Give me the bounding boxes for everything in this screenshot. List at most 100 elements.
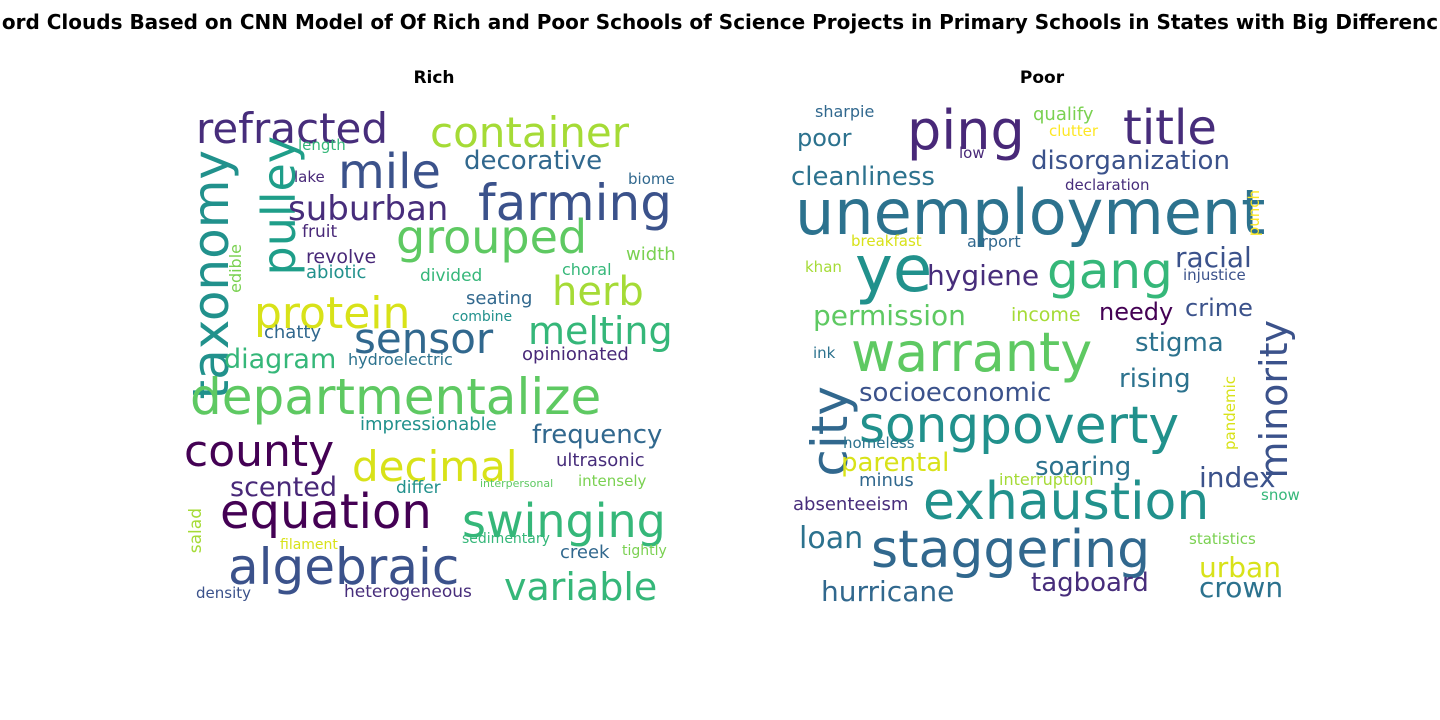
cloud-word: density [196, 584, 251, 602]
cloud-word: interpersonal [480, 477, 554, 490]
cloud-word: statistics [1189, 530, 1256, 548]
cloud-word: minus [859, 470, 914, 491]
cloud-word: hurricane [821, 575, 955, 608]
cloud-word: rising [1119, 364, 1191, 394]
cloud-word: grouped [396, 210, 588, 264]
figure-title: ord Clouds Based on CNN Model of Of Rich… [1, 10, 1439, 34]
cloud-word: abiotic [306, 262, 367, 283]
cloud-word: hygiene [927, 259, 1040, 292]
cloud-word: clutter [1049, 122, 1099, 140]
cloud-word: income [1011, 304, 1081, 326]
cloud-word: sedimentary [462, 531, 550, 547]
cloud-word: minority [1252, 320, 1296, 479]
cloud-word: soaring [1035, 452, 1132, 482]
cloud-word: crown [1199, 571, 1284, 604]
cloud-word: heterogeneous [344, 582, 472, 602]
cloud-word: ping [907, 99, 1025, 162]
cloud-word: differ [396, 478, 441, 498]
cloud-word: departmentalize [190, 368, 602, 426]
cloud-word: decimal [352, 442, 518, 491]
cloud-word: title [1123, 100, 1217, 156]
cloud-word: suburban [288, 189, 449, 229]
cloud-word: exhaustion [923, 472, 1210, 532]
cloud-word: qualify [1033, 104, 1094, 125]
cloud-word: herb [552, 269, 644, 315]
cloud-word: hydroelectric [348, 350, 453, 369]
cloud-word: punch [1245, 190, 1263, 237]
cloud-word: salad [186, 508, 206, 554]
cloud-word: chatty [264, 322, 322, 343]
cloud-word: racial [1175, 241, 1252, 274]
cloud-word: homeless [843, 434, 915, 452]
cloud-word: biome [628, 170, 675, 188]
cloud-word: county [184, 426, 335, 477]
cloud-word: ink [813, 344, 836, 362]
cloud-word: impressionable [360, 414, 497, 435]
cloud-word: unemployment [795, 176, 1266, 249]
cloud-word: lake [294, 168, 325, 186]
cloud-word: sharpie [815, 102, 875, 121]
cloud-word: algebraic [228, 538, 460, 596]
cloud-word: parental [841, 448, 950, 478]
cloud-word: breakfast [851, 232, 922, 250]
cloud-word: song [859, 396, 980, 454]
cloud-word: poverty [979, 396, 1180, 456]
cloud-word: intensely [578, 472, 647, 490]
cloud-word: combine [452, 309, 513, 325]
cloud-word: scented [230, 472, 337, 503]
cloud-word: variable [504, 565, 658, 609]
cloud-word: poor [797, 124, 852, 152]
cloud-word: ultrasonic [556, 450, 645, 471]
cloud-word: socioeconomic [859, 378, 1052, 408]
cloud-word: farming [478, 174, 672, 232]
cloud-word: khan [805, 258, 842, 276]
cloud-word: creek [560, 542, 610, 563]
cloud-word: diagram [224, 344, 337, 375]
rich-word-cloud: refracted container mile decorative farming t… [180, 100, 700, 620]
poor-panel-title: Poor [1019, 68, 1065, 88]
cloud-word: airport [967, 232, 1021, 251]
cloud-word: revolve [306, 246, 377, 268]
cloud-word: interruption [999, 470, 1094, 489]
cloud-word: container [430, 108, 630, 157]
cloud-word: opinionated [522, 344, 629, 365]
cloud-word: disorganization [1031, 146, 1230, 176]
cloud-word: width [626, 244, 676, 265]
cloud-word: frequency [532, 420, 663, 450]
cloud-word: melting [528, 309, 673, 353]
cloud-word: staggering [871, 520, 1151, 580]
cloud-word: snow [1261, 486, 1300, 504]
cloud-word: swinging [462, 494, 666, 548]
cloud-word: tagboard [1031, 568, 1149, 598]
cloud-word: injustice [1183, 266, 1246, 284]
cloud-word: loan [799, 521, 864, 556]
cloud-word: warranty [851, 321, 1093, 384]
cloud-word: declaration [1065, 176, 1150, 194]
cloud-word: low [959, 144, 985, 162]
cloud-word: mile [338, 144, 441, 200]
cloud-word: crime [1185, 294, 1253, 322]
cloud-word: permission [813, 299, 966, 332]
cloud-word: seating [466, 288, 533, 309]
cloud-word: length [298, 136, 346, 154]
cloud-word: refracted [196, 104, 389, 153]
cloud-word: gang [1047, 242, 1173, 300]
cloud-word: tightly [622, 543, 667, 559]
poor-word-cloud: sharpie ping qualify clutter title poor low dis… [785, 100, 1305, 620]
cloud-word: filament [280, 537, 338, 553]
cloud-word: cleanliness [791, 162, 935, 192]
cloud-word: divided [420, 266, 483, 286]
cloud-word: needy [1099, 298, 1174, 326]
cloud-word: ye [855, 233, 933, 307]
cloud-word: equation [220, 484, 432, 540]
cloud-word: choral [562, 260, 612, 279]
cloud-word: decorative [464, 146, 603, 176]
cloud-word: edible [226, 244, 245, 293]
cloud-word: protein [254, 288, 411, 339]
cloud-word: pandemic [1221, 376, 1239, 450]
cloud-word: absenteeism [793, 494, 909, 515]
cloud-word: index [1199, 461, 1276, 494]
cloud-word: sensor [354, 314, 494, 363]
cloud-word: fruit [302, 222, 338, 242]
cloud-word: stigma [1135, 328, 1224, 358]
